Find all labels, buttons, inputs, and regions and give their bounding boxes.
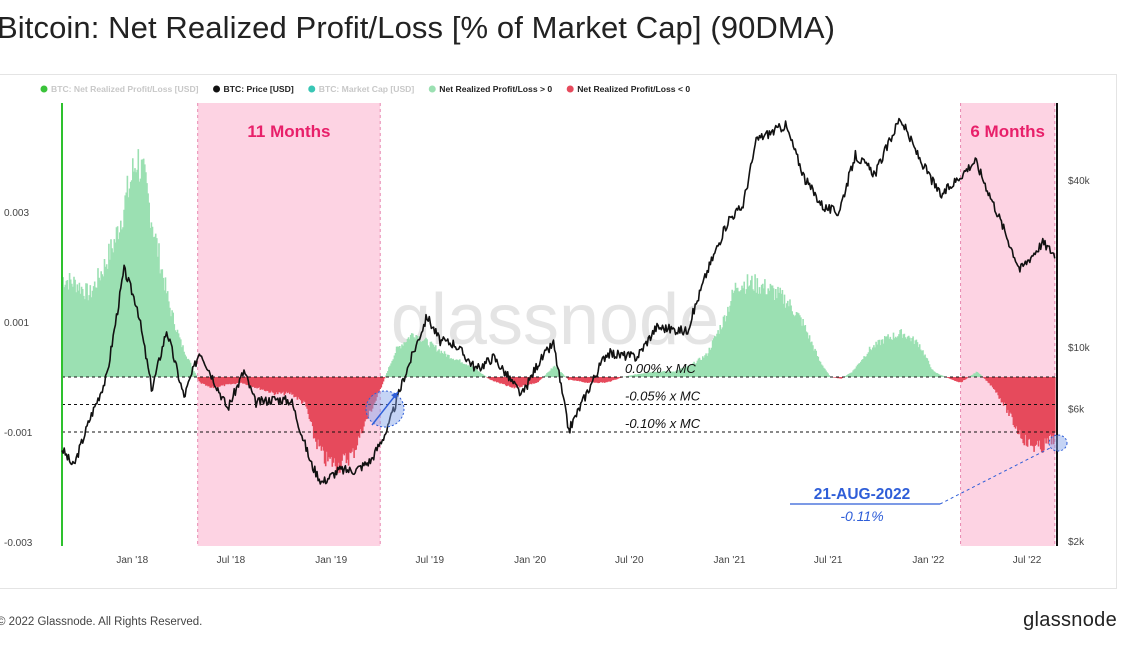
annotation-date: 21-AUG-2022 [814, 486, 911, 503]
legend-label: Net Realized Profit/Loss < 0 [577, 84, 690, 94]
highlight-label: 11 Months [247, 122, 330, 141]
legend-marker [308, 85, 316, 93]
nrpl-areas [61, 149, 1056, 474]
x-tick-label: Jan '20 [514, 555, 546, 566]
legend-marker [566, 85, 574, 93]
annotation: 21-AUG-2022 -0.11% [365, 390, 1068, 524]
y-left-tick-label: 0.003 [4, 208, 29, 219]
y-left-tick-label: 0.001 [4, 318, 29, 329]
current-value-circle [1048, 434, 1068, 452]
annotation-leader [939, 446, 1053, 505]
highlight-arrow [371, 391, 399, 426]
legend: BTC: Net Realized Profit/Loss [USD] BTC: … [40, 84, 690, 94]
legend-marker [213, 85, 221, 93]
highlight-region [960, 103, 1055, 546]
x-tick-label: Jul '20 [615, 555, 644, 566]
legend-label: BTC: Net Realized Profit/Loss [USD] [51, 84, 199, 94]
x-tick-label: Jul '22 [1013, 555, 1042, 566]
y-right-tick-label: $6k [1068, 405, 1085, 416]
highlight-label: 6 Months [970, 122, 1045, 141]
btc-price-line [61, 117, 1056, 485]
legend-item: Net Realized Profit/Loss < 0 [566, 84, 690, 94]
x-tick-label: Jan '18 [116, 555, 148, 566]
legend-item: BTC: Market Cap [USD] [308, 84, 414, 94]
y-right-tick-label: $10k [1068, 343, 1091, 354]
axes: 0.003 0.001 -0.001 -0.003 $40k $10k $6k $2k Jan … [4, 103, 1091, 566]
x-tick-label: Jul '19 [416, 555, 445, 566]
reference-label: -0.10% x MC [625, 416, 701, 431]
x-tick-label: Jul '18 [217, 555, 246, 566]
legend-marker [428, 85, 436, 93]
highlight-regions: 11 Months 6 Months [197, 103, 1056, 546]
price-series [61, 117, 1056, 485]
nrpl-negative-bars [197, 377, 1056, 474]
y-left-tick-label: -0.003 [4, 538, 33, 549]
legend-item: BTC: Price [USD] [213, 84, 294, 94]
legend-label: BTC: Market Cap [USD] [319, 84, 415, 94]
x-tick-label: Jan '19 [315, 555, 347, 566]
reference-lines: 0.00% x MC -0.05% x MC -0.10% x MC [62, 361, 1057, 433]
legend-marker [40, 85, 48, 93]
x-tick-label: Jul '21 [814, 555, 843, 566]
highlight-region [197, 103, 381, 546]
brand-logo: glassnode [1023, 609, 1117, 631]
y-right-tick-label: $2k [1068, 537, 1085, 548]
chart-frame [0, 74, 1117, 589]
legend-label: BTC: Price [USD] [224, 84, 294, 94]
y-left-tick-label: -0.001 [4, 428, 33, 439]
reference-label: 0.00% x MC [625, 361, 696, 376]
legend-item: BTC: Net Realized Profit/Loss [USD] [40, 84, 199, 94]
legend-label: Net Realized Profit/Loss > 0 [439, 84, 552, 94]
page-title: Bitcoin: Net Realized Profit/Loss [% of … [0, 10, 836, 45]
legend-item: Net Realized Profit/Loss > 0 [428, 84, 552, 94]
copyright-text: © 2022 Glassnode. All Rights Reserved. [0, 616, 203, 628]
x-tick-label: Jan '22 [912, 555, 944, 566]
chart-svg: 11 Months 6 Months glassnode 0.00% x MC-0… [4, 84, 1091, 566]
x-tick-label: Jan '21 [714, 555, 746, 566]
y-right-tick-label: $40k [1068, 176, 1091, 187]
reference-label: -0.05% x MC [625, 389, 701, 404]
annotation-value: -0.11% [840, 508, 883, 524]
highlight-arrowhead [391, 392, 398, 399]
